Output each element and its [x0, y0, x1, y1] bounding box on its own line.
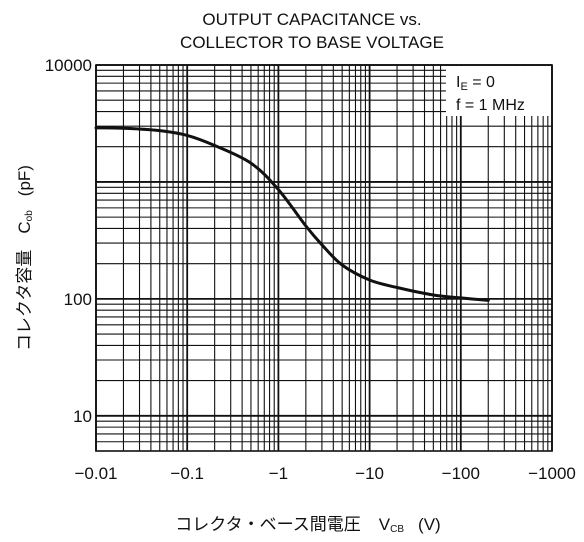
plot-frame	[95, 64, 553, 452]
x-tick-label: −1000	[528, 464, 576, 483]
x-tick-label: −0.01	[74, 464, 117, 483]
condition-ie: IE = 0	[456, 74, 495, 93]
x-tick-label: −100	[442, 464, 480, 483]
y-tick-label: 10	[73, 407, 92, 426]
y-axis-label: コレクタ容量Cob(pF)	[15, 165, 35, 351]
x-tick-label: −1	[269, 464, 288, 483]
x-tick-labels: −0.01 −0.1 −1 −10 −100 −1000	[74, 464, 575, 483]
series-line	[94, 126, 490, 302]
conditions-box	[446, 66, 551, 116]
chart-title-line1: OUTPUT CAPACITANCE vs.	[202, 10, 421, 29]
chart-title-line2: COLLECTOR TO BASE VOLTAGE	[180, 33, 444, 52]
y-tick-labels: 10 100 10000	[45, 56, 92, 426]
y-tick-label: 10000	[45, 56, 92, 75]
x-axis-label: コレクタ・ベース間電圧 VCB (V)	[175, 515, 440, 535]
x-tick-label: −10	[355, 464, 384, 483]
major-gridlines	[95, 64, 553, 451]
y-tick-label: 100	[64, 290, 92, 309]
x-tick-label: −0.1	[170, 464, 204, 483]
minor-gridlines	[96, 65, 552, 452]
condition-frequency: f = 1 MHz	[456, 97, 525, 114]
